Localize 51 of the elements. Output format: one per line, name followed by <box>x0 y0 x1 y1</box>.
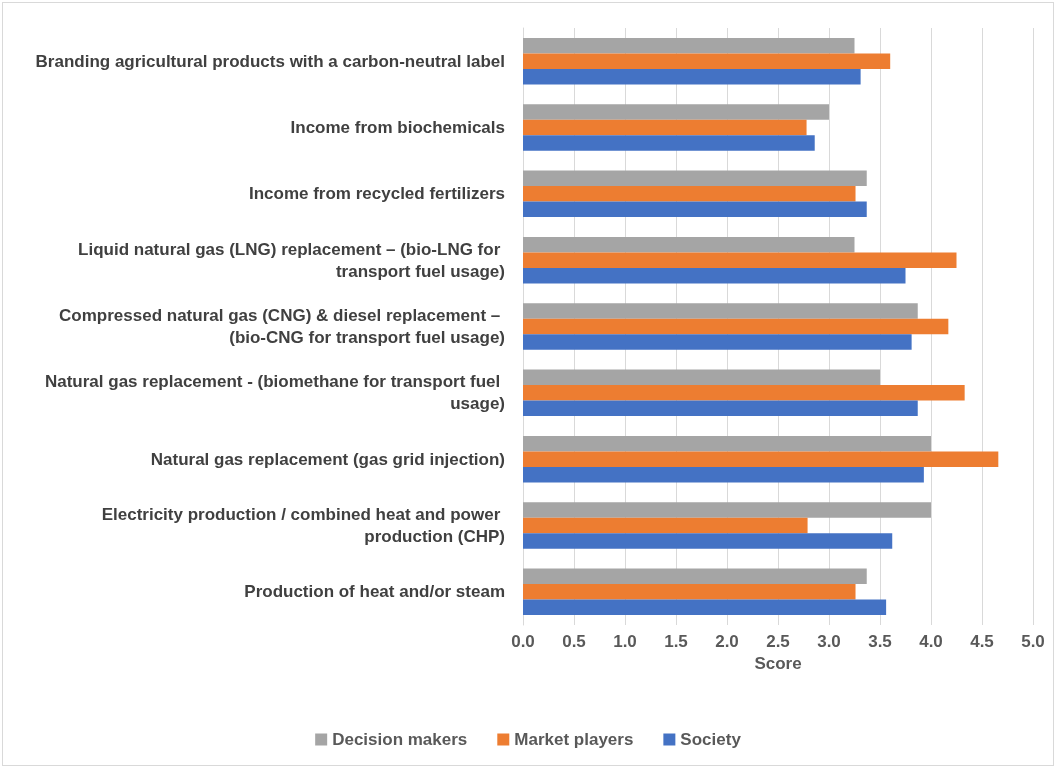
x-tick-label: 2.0 <box>715 632 739 651</box>
y-tick-label: Income from biochemicals <box>290 118 505 137</box>
y-tick-label: Natural gas replacement - (biomethane for transport fuel usage) <box>44 372 505 414</box>
bar <box>523 451 999 467</box>
bar <box>523 68 861 85</box>
bar <box>523 135 815 151</box>
bar <box>523 568 867 585</box>
x-tick-label: 0.0 <box>511 632 535 651</box>
bar <box>523 201 867 218</box>
bar <box>523 584 856 600</box>
bar <box>523 318 949 335</box>
y-tick-label: Compressed natural gas (CNG) & diesel replacement – (bio-CNG for transport fuel usage) <box>59 306 505 347</box>
x-axis-title: Score <box>754 654 802 673</box>
bar <box>523 385 965 401</box>
x-tick-label: 5.0 <box>1021 632 1045 651</box>
bar <box>523 37 855 54</box>
bar <box>523 400 918 417</box>
legend-label: Society <box>680 730 742 749</box>
x-tick-label: 4.0 <box>919 632 943 651</box>
bar <box>523 170 867 187</box>
bar <box>523 303 918 319</box>
bar <box>523 533 893 549</box>
bar <box>523 252 957 268</box>
y-tick-label: Natural gas replacement (gas grid injection) <box>150 449 505 469</box>
x-tick-label: 4.5 <box>970 632 994 651</box>
bar <box>523 236 855 253</box>
x-tick-label: 3.0 <box>817 632 841 651</box>
y-tick-label: Income from recycled fertilizers <box>248 184 505 204</box>
bar <box>523 53 891 69</box>
y-tick-label: Electricity production / combined heat and power production (CHP) <box>101 505 505 546</box>
bar <box>523 517 808 534</box>
y-tick-label: Production of heat and/or steam <box>244 582 505 602</box>
x-tick-label: 3.5 <box>868 632 892 651</box>
x-tick-label: 2.5 <box>766 632 790 651</box>
legend-label: Decision makers <box>332 730 468 749</box>
legend-label: Market players <box>514 730 634 749</box>
x-tick-label: 1.0 <box>613 632 637 651</box>
bar <box>523 334 912 350</box>
y-tick-label: Branding agricultural products with a carbon-neutral label <box>35 51 505 71</box>
bar <box>523 369 880 386</box>
x-tick-label: 1.5 <box>664 632 688 651</box>
bar <box>523 466 924 483</box>
bar <box>523 599 887 616</box>
bar <box>523 119 807 136</box>
bar <box>523 435 931 452</box>
bar <box>523 104 829 120</box>
y-tick-label: Liquid natural gas (LNG) replacement – (bio-LNG for transport fuel usage) <box>78 239 505 281</box>
bar <box>523 502 931 518</box>
x-tick-label: 0.5 <box>562 632 586 651</box>
bar <box>523 186 856 202</box>
bar <box>523 267 906 284</box>
